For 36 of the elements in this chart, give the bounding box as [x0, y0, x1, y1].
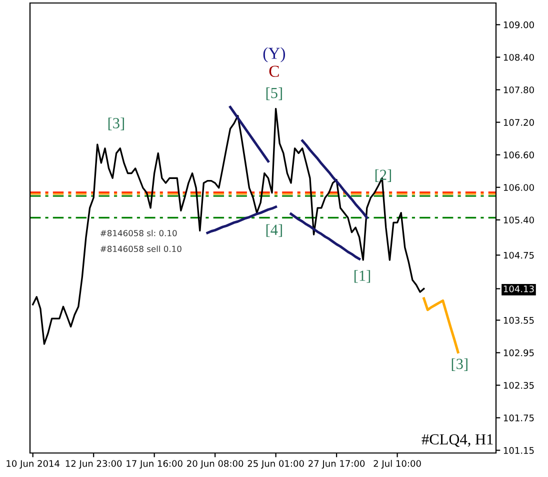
line-series [301, 139, 368, 219]
x-tick-label: 20 Jun 08:00 [187, 460, 244, 469]
x-tick-label: 25 Jun 01:00 [248, 460, 304, 469]
y-tick-label: 102.35 [504, 382, 534, 389]
x-tick-label: 27 Jun 17:00 [308, 460, 365, 469]
y-tick-label: 104.75 [504, 252, 534, 259]
annotation: #8146058 sl: 0.10 [100, 230, 177, 236]
annotation: [2] [375, 169, 391, 182]
annotation: [5] [266, 87, 282, 100]
annotation: #CLQ4, H1 [422, 434, 493, 447]
x-tick-label: 2 Jul 10:00 [374, 460, 421, 469]
y-tick-label: 106.00 [504, 184, 534, 191]
y-tick-label: 101.15 [504, 447, 534, 454]
annotation: [1] [354, 270, 370, 283]
line-series [290, 212, 361, 260]
y-tick-label: 102.95 [504, 349, 534, 356]
annotation: [3] [108, 118, 124, 130]
y-tick-label: 107.20 [504, 119, 534, 126]
annotation: #8146058 sell 0.10 [100, 246, 182, 252]
y-tick-label: 107.80 [504, 86, 534, 94]
annotation: (Y) [263, 47, 286, 62]
y-tick-label: 104.13 [504, 285, 534, 292]
y-tick-label: 105.40 [504, 216, 534, 224]
y-tick-label: 103.55 [504, 316, 534, 324]
x-tick-label: 17 Jun 16:00 [126, 460, 182, 469]
line-series [422, 297, 460, 354]
y-tick-label: 109.00 [504, 21, 534, 28]
annotation: [3] [452, 358, 468, 371]
y-tick-label: 106.60 [504, 152, 534, 158]
annotation: C [269, 66, 279, 77]
annotation: [4] [266, 224, 282, 237]
x-tick-label: 10 Jun 2014 [6, 460, 60, 469]
y-tick-label: 108.40 [504, 54, 534, 61]
x-tick-label: 12 Jun 23:00 [66, 460, 122, 469]
line-series [229, 106, 270, 163]
y-tick-label: 101.75 [504, 414, 534, 422]
